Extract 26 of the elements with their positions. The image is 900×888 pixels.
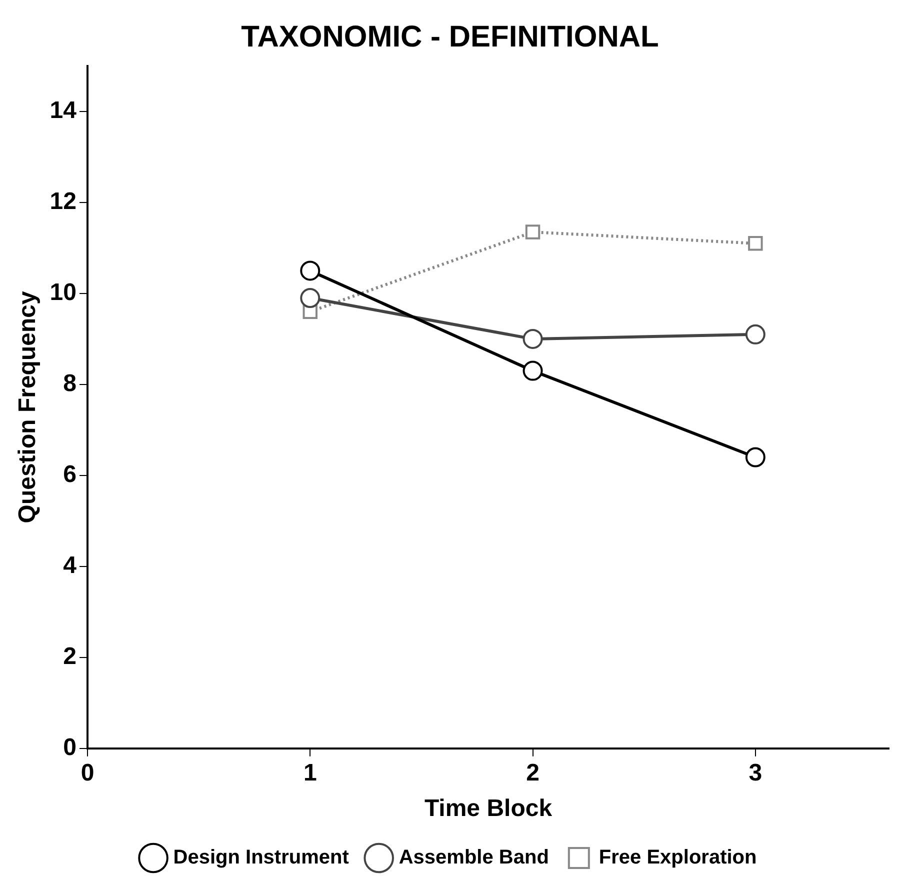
y-tick-label: 8	[63, 370, 76, 398]
point	[745, 324, 766, 344]
x-tick-label: 3	[748, 759, 762, 786]
point	[748, 236, 763, 251]
y-tick-label: 12	[50, 188, 76, 216]
y-axis-title: Question Frequency	[14, 290, 42, 524]
point	[300, 288, 320, 308]
point	[745, 447, 766, 468]
x-tick-label: 1	[303, 759, 317, 786]
point	[522, 360, 543, 381]
y-tick-label: 6	[63, 461, 76, 488]
x-axis-title: Time Block	[424, 795, 553, 822]
y-tick-label: 10	[50, 279, 76, 306]
y-tick-label: 4	[63, 552, 78, 580]
chart-title: TAXONOMIC - DEFINITIONAL	[241, 20, 659, 54]
point	[525, 224, 540, 240]
y-tick-label: 0	[63, 734, 76, 762]
x-tick-label: 2	[526, 759, 540, 786]
x-tick-label: 0	[80, 759, 94, 786]
legend-label: Design Instrument	[173, 846, 350, 869]
point	[300, 260, 320, 281]
point	[522, 328, 543, 349]
y-tick-label: 2	[63, 643, 76, 670]
y-tick-label: 14	[50, 97, 78, 124]
legend-label: Free Exploration	[598, 846, 757, 869]
legend-label: Assemble Band	[398, 846, 549, 869]
